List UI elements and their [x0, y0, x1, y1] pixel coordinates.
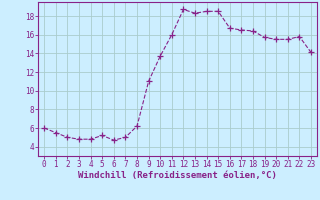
X-axis label: Windchill (Refroidissement éolien,°C): Windchill (Refroidissement éolien,°C)	[78, 171, 277, 180]
